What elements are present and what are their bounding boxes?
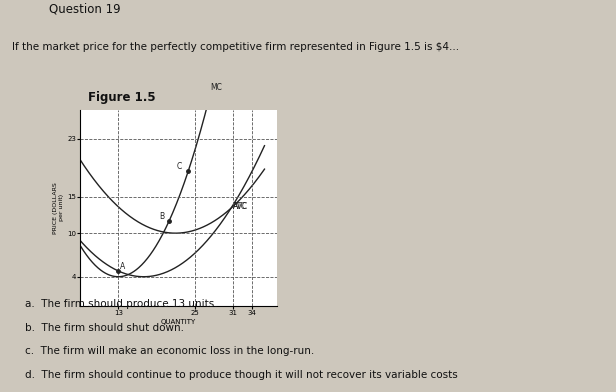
Text: MC: MC bbox=[211, 83, 222, 92]
Text: A: A bbox=[120, 262, 126, 271]
Text: If the market price for the perfectly competitive firm represented in Figure 1.5: If the market price for the perfectly co… bbox=[12, 42, 460, 52]
Text: Figure 1.5: Figure 1.5 bbox=[88, 91, 155, 105]
Text: B: B bbox=[160, 212, 164, 221]
Text: c.  The firm will make an economic loss in the long-run.: c. The firm will make an economic loss i… bbox=[25, 346, 314, 356]
X-axis label: QUANTITY: QUANTITY bbox=[161, 319, 197, 325]
Text: Question 19: Question 19 bbox=[49, 2, 121, 15]
Y-axis label: PRICE (DOLLARS
per unit): PRICE (DOLLARS per unit) bbox=[54, 182, 64, 234]
Text: C: C bbox=[177, 162, 182, 171]
Text: b.  The firm should shut down.: b. The firm should shut down. bbox=[25, 323, 184, 333]
Text: a.  The firm should produce 13 units.: a. The firm should produce 13 units. bbox=[25, 299, 217, 309]
Text: d.  The firm should continue to produce though it will not recover its variable : d. The firm should continue to produce t… bbox=[25, 370, 458, 380]
Text: ATC: ATC bbox=[233, 202, 246, 211]
Text: AVC: AVC bbox=[233, 202, 248, 211]
